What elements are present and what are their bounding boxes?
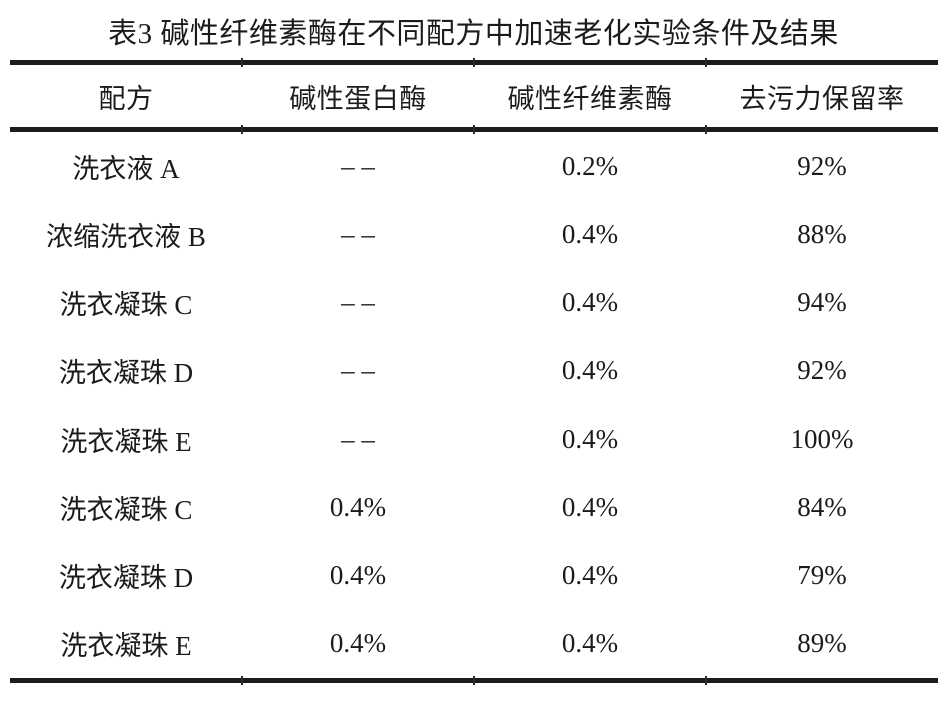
column-tick (705, 676, 707, 685)
cell-protease: 0.4% (329, 560, 387, 591)
row-label: 洗衣凝珠 D (58, 563, 194, 594)
cell-protease: 0.4% (329, 628, 387, 659)
table-row: 洗衣凝珠 D 0.4% 0.4% 79% (10, 542, 938, 610)
row-label: 洗衣凝珠 C (59, 494, 193, 525)
cell-retention: 92% (797, 150, 847, 181)
cell-cellulase: 0.4% (561, 491, 619, 522)
cell-protease: – – (341, 150, 375, 181)
table-row: 洗衣液 A – – 0.2% 92% (10, 132, 938, 200)
column-tick (705, 125, 707, 134)
cell-cellulase: 0.4% (561, 355, 619, 386)
column-tick (473, 58, 475, 67)
cell-retention: 100% (790, 423, 854, 454)
cell-retention: 94% (797, 287, 847, 318)
table-row: 洗衣凝珠 E 0.4% 0.4% 89% (10, 610, 938, 678)
cell-cellulase: 0.4% (561, 560, 619, 591)
table-row: 洗衣凝珠 C – – 0.4% 94% (10, 269, 938, 337)
cell-retention: 84% (797, 491, 847, 522)
table-row: 洗衣凝珠 C 0.4% 0.4% 84% (10, 473, 938, 541)
row-label: 浓缩洗衣液 B (46, 221, 206, 252)
cell-retention: 89% (797, 628, 847, 659)
row-label: 洗衣液 A (72, 153, 180, 184)
column-header-detergency-retention: 去污力保留率 (739, 83, 905, 114)
cell-retention: 92% (797, 355, 847, 386)
cell-cellulase: 0.4% (561, 287, 619, 318)
table-body: 洗衣液 A – – 0.2% 92% 浓缩洗衣液 B – – 0.4% 88% … (10, 132, 938, 678)
column-tick (473, 676, 475, 685)
column-tick (241, 58, 243, 67)
column-tick (241, 125, 243, 134)
table-row: 洗衣凝珠 D – – 0.4% 92% (10, 337, 938, 405)
column-tick (473, 125, 475, 134)
table-rule-top (10, 58, 938, 67)
cell-protease: – – (341, 218, 375, 249)
cell-protease: 0.4% (329, 491, 387, 522)
column-tick (705, 58, 707, 67)
column-tick (241, 676, 243, 685)
row-label: 洗衣凝珠 C (59, 290, 193, 321)
table-rule-header-bottom (10, 125, 938, 134)
data-table: 配方 碱性蛋白酶 碱性纤维素酶 去污力保留率 洗衣液 A – – 0.2% 92… (10, 58, 938, 685)
row-label: 洗衣凝珠 E (60, 631, 192, 662)
cell-cellulase: 0.4% (561, 628, 619, 659)
cell-cellulase: 0.4% (561, 218, 619, 249)
cell-retention: 79% (797, 560, 847, 591)
cell-protease: – – (341, 355, 375, 386)
cell-retention: 88% (797, 218, 847, 249)
cell-protease: – – (341, 423, 375, 454)
table-row: 洗衣凝珠 E – – 0.4% 100% (10, 405, 938, 473)
column-header-alkaline-protease: 碱性蛋白酶 (289, 83, 427, 114)
cell-cellulase: 0.2% (561, 150, 619, 181)
table-row: 浓缩洗衣液 B – – 0.4% 88% (10, 200, 938, 268)
column-header-alkaline-cellulase: 碱性纤维素酶 (507, 83, 673, 114)
cell-protease: – – (341, 287, 375, 318)
row-label: 洗衣凝珠 E (60, 426, 192, 457)
table-caption: 表3 碱性纤维素酶在不同配方中加速老化实验条件及结果 (108, 18, 839, 50)
cell-cellulase: 0.4% (561, 423, 619, 454)
table-rule-bottom (10, 676, 938, 685)
column-header-formula: 配方 (98, 83, 154, 114)
row-label: 洗衣凝珠 D (58, 358, 194, 389)
table-header-row: 配方 碱性蛋白酶 碱性纤维素酶 去污力保留率 (10, 65, 938, 127)
